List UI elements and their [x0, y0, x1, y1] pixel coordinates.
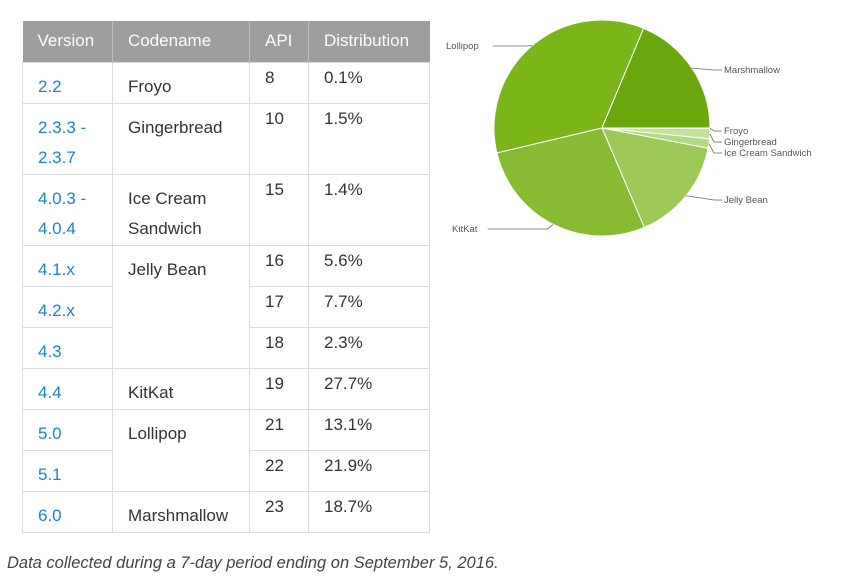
api-cell: 17	[249, 285, 309, 328]
distribution-cell: 13.1%	[308, 408, 430, 451]
codename-cell: Ice Cream Sandwich	[112, 173, 250, 246]
table-row: 4.3 18 2.3%	[22, 326, 430, 369]
version-link[interactable]: 4.1.x	[38, 259, 75, 279]
version-link[interactable]: 6.0	[38, 505, 62, 525]
pie-leader-line	[709, 128, 722, 132]
table-body: 2.2 Froyo 8 0.1% 2.3.3 -2.3.7 Gingerbrea…	[22, 61, 430, 533]
pie-label-ice-cream-sandwich: Ice Cream Sandwich	[724, 148, 812, 159]
pie-label-marshmallow: Marshmallow	[724, 65, 780, 76]
version-cell[interactable]: 6.0	[22, 490, 113, 533]
codename-cell: KitKat	[112, 367, 250, 410]
table-row: 4.1.x Jelly Bean 16 5.6%	[22, 244, 430, 369]
pie-label-kitkat: KitKat	[452, 224, 478, 235]
table-row: 4.2.x 17 7.7%	[22, 285, 430, 328]
version-link[interactable]: 4.0.3 -4.0.4	[38, 188, 87, 238]
pie-slice-marshmallow	[601, 27, 711, 129]
version-cell[interactable]: 4.0.3 -4.0.4	[22, 173, 113, 246]
pie-label-gingerbread: Gingerbread	[724, 137, 777, 148]
pie-slice-jelly-bean	[601, 127, 709, 229]
table-row: 4.4 KitKat 19 27.7%	[22, 367, 430, 410]
api-cell: 22	[249, 449, 309, 492]
pie-label-jelly-bean: Jelly Bean	[724, 195, 768, 206]
version-cell[interactable]: 4.1.x	[22, 244, 113, 287]
data-caption: Data collected during a 7-day period end…	[7, 554, 499, 572]
distribution-cell: 27.7%	[308, 367, 430, 410]
version-cell[interactable]: 2.3.3 -2.3.7	[22, 102, 113, 175]
distribution-cell: 2.3%	[308, 326, 430, 369]
table-row: 6.0 Marshmallow 23 18.7%	[22, 490, 430, 533]
distribution-cell: 5.6%	[308, 244, 430, 287]
pie-slice-kitkat	[496, 127, 645, 237]
version-link[interactable]: 2.3.3 -2.3.7	[38, 117, 87, 167]
codename-cell: Lollipop	[112, 408, 250, 492]
distribution-table: Version Codename API Distribution 2.2 Fr…	[22, 21, 430, 533]
pie-label-froyo: Froyo	[724, 126, 748, 137]
api-cell: 23	[249, 490, 309, 533]
api-cell: 10	[249, 102, 309, 175]
api-cell: 15	[249, 173, 309, 246]
pie-label-lollipop: Lollipop	[446, 41, 479, 52]
header-version: Version	[22, 21, 113, 62]
distribution-cell: 1.5%	[308, 102, 430, 175]
pie-leader-line	[709, 133, 722, 143]
distribution-cell: 21.9%	[308, 449, 430, 492]
header-api: API	[249, 21, 309, 62]
distribution-cell: 7.7%	[308, 285, 430, 328]
api-cell: 19	[249, 367, 309, 410]
pie-slice-lollipop	[493, 19, 645, 154]
header-distribution: Distribution	[308, 21, 430, 62]
codename-cell: Jelly Bean	[112, 244, 250, 369]
version-cell[interactable]: 4.4	[22, 367, 113, 410]
table-row: 2.3.3 -2.3.7 Gingerbread 10 1.5%	[22, 102, 430, 175]
pie-leader-line	[708, 143, 722, 154]
distribution-cell: 18.7%	[308, 490, 430, 533]
codename-cell: Froyo	[112, 61, 250, 104]
table-row: 2.2 Froyo 8 0.1%	[22, 61, 430, 104]
api-cell: 16	[249, 244, 309, 287]
version-link[interactable]: 2.2	[38, 76, 62, 96]
version-link[interactable]: 4.2.x	[38, 300, 75, 320]
version-cell[interactable]: 5.1	[22, 449, 113, 492]
pie-leader-line	[686, 195, 722, 201]
version-link[interactable]: 5.0	[38, 423, 62, 443]
version-link[interactable]: 4.4	[38, 382, 62, 402]
api-cell: 21	[249, 408, 309, 451]
api-cell: 8	[249, 61, 309, 104]
pie-leader-line	[487, 224, 554, 230]
codename-cell: Gingerbread	[112, 102, 250, 175]
pie-leader-line	[691, 67, 722, 71]
distribution-cell: 1.4%	[308, 173, 430, 246]
version-link[interactable]: 5.1	[38, 464, 62, 484]
table-row: 5.0 Lollipop 21 13.1%	[22, 408, 430, 492]
table-row: 4.0.3 -4.0.4 Ice Cream Sandwich 15 1.4%	[22, 173, 430, 246]
version-cell[interactable]: 5.0	[22, 408, 113, 451]
api-cell: 18	[249, 326, 309, 369]
version-cell[interactable]: 2.2	[22, 61, 113, 104]
version-cell[interactable]: 4.3	[22, 326, 113, 369]
distribution-cell: 0.1%	[308, 61, 430, 104]
version-link[interactable]: 4.3	[38, 341, 62, 361]
codename-cell: Marshmallow	[112, 490, 250, 533]
table-row: 5.1 22 21.9%	[22, 449, 430, 492]
version-cell[interactable]: 4.2.x	[22, 285, 113, 328]
header-codename: Codename	[112, 21, 250, 62]
table-header-row: Version Codename API Distribution	[22, 21, 430, 62]
